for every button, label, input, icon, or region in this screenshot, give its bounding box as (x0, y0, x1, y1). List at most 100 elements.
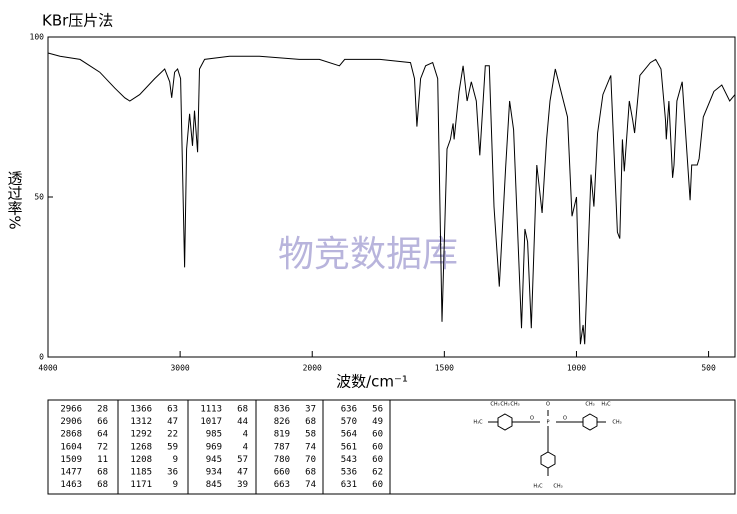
peak-transmittance: 59 (167, 442, 178, 452)
x-tick-label: 2000 (303, 364, 322, 373)
spectrum-line (47, 52, 736, 345)
structure-label: CH₃ (490, 402, 499, 408)
peak-wavenumber: 663 (274, 480, 290, 490)
structure-label: O (530, 416, 534, 422)
peak-table-frame (47, 399, 736, 495)
peak-transmittance: 68 (305, 468, 316, 478)
peak-wavenumber: 934 (206, 468, 222, 478)
peak-transmittance: 70 (305, 455, 316, 465)
structure-label: O (546, 402, 550, 408)
peak-wavenumber: 787 (274, 442, 290, 452)
peak-wavenumber: 1366 (130, 405, 152, 415)
peak-transmittance: 64 (97, 430, 108, 440)
peak-transmittance: 58 (305, 430, 316, 440)
peak-transmittance: 68 (97, 468, 108, 478)
x-tick-label: 1500 (435, 364, 454, 373)
peak-transmittance: 28 (97, 405, 108, 415)
x-tick-label: 500 (701, 364, 716, 373)
peak-transmittance: 60 (372, 430, 383, 440)
peak-wavenumber: 1208 (130, 455, 152, 465)
peak-wavenumber: 543 (341, 455, 357, 465)
peak-transmittance: 9 (173, 455, 178, 465)
peak-transmittance: 44 (237, 417, 248, 427)
peak-wavenumber: 561 (341, 442, 357, 452)
peak-wavenumber: 536 (341, 468, 357, 478)
peak-transmittance: 74 (305, 480, 316, 490)
peak-wavenumber: 2868 (60, 430, 82, 440)
peak-wavenumber: 1171 (130, 480, 152, 490)
peak-transmittance: 60 (372, 442, 383, 452)
peak-wavenumber: 1463 (60, 480, 82, 490)
peak-wavenumber: 836 (274, 405, 290, 415)
peak-transmittance: 39 (237, 480, 248, 490)
peak-transmittance: 49 (372, 417, 383, 427)
structure-label: P (546, 420, 549, 426)
y-tick-label: 0 (39, 353, 44, 362)
structure-label: CH₃ (510, 402, 519, 408)
peak-transmittance: 47 (237, 468, 248, 478)
structure-label: O (563, 416, 567, 422)
peak-wavenumber: 1185 (130, 468, 152, 478)
peak-transmittance: 36 (167, 468, 178, 478)
peak-transmittance: 4 (243, 430, 248, 440)
peak-wavenumber: 2966 (60, 405, 82, 415)
peak-transmittance: 62 (372, 468, 383, 478)
watermark: 物竞数据库 (278, 234, 458, 275)
peak-wavenumber: 969 (206, 442, 222, 452)
peak-transmittance: 37 (305, 405, 316, 415)
structure-label: CH₃ (612, 420, 621, 426)
peak-wavenumber: 2906 (60, 417, 82, 427)
peak-transmittance: 47 (167, 417, 178, 427)
peak-wavenumber: 985 (206, 430, 222, 440)
peak-wavenumber: 945 (206, 455, 222, 465)
peak-wavenumber: 845 (206, 480, 222, 490)
x-tick-label: 4000 (38, 364, 57, 373)
structure-label: H₃C (473, 420, 483, 426)
y-tick-label: 100 (30, 33, 45, 42)
structure-label: CH₃ (585, 402, 594, 408)
structure-label: CH₃ (553, 484, 562, 490)
peak-transmittance: 60 (372, 480, 383, 490)
peak-transmittance: 63 (167, 405, 178, 415)
y-axis-label: 透过率% (6, 170, 24, 229)
y-tick-label: 50 (34, 193, 44, 202)
structure-label: CH₃ (500, 402, 509, 408)
peak-wavenumber: 1312 (130, 417, 152, 427)
plot-frame (47, 36, 736, 358)
peak-wavenumber: 819 (274, 430, 290, 440)
peak-wavenumber: 1268 (130, 442, 152, 452)
peak-wavenumber: 826 (274, 417, 290, 427)
peak-transmittance: 22 (167, 430, 178, 440)
peak-wavenumber: 1509 (60, 455, 82, 465)
peak-transmittance: 66 (97, 417, 108, 427)
peak-transmittance: 60 (372, 455, 383, 465)
x-tick-label: 1000 (567, 364, 586, 373)
peak-wavenumber: 564 (341, 430, 357, 440)
peak-transmittance: 68 (305, 417, 316, 427)
peak-transmittance: 11 (97, 455, 108, 465)
structure (488, 410, 606, 476)
peak-transmittance: 9 (173, 480, 178, 490)
peak-wavenumber: 631 (341, 480, 357, 490)
peak-wavenumber: 1477 (60, 468, 82, 478)
peak-wavenumber: 1017 (200, 417, 222, 427)
x-axis-label: 波数/cm⁻¹ (336, 373, 408, 391)
peak-wavenumber: 780 (274, 455, 290, 465)
structure-label: H₃C (601, 402, 611, 408)
structure-label: H₃C (533, 484, 543, 490)
peak-transmittance: 74 (305, 442, 316, 452)
peak-transmittance: 68 (237, 405, 248, 415)
peak-transmittance: 68 (97, 480, 108, 490)
peak-wavenumber: 1292 (130, 430, 152, 440)
peak-transmittance: 57 (237, 455, 248, 465)
peak-transmittance: 72 (97, 442, 108, 452)
peak-wavenumber: 660 (274, 468, 290, 478)
x-tick-label: 3000 (170, 364, 189, 373)
peak-wavenumber: 570 (341, 417, 357, 427)
chart-title: KBr压片法 (42, 12, 113, 30)
peak-wavenumber: 1604 (60, 442, 82, 452)
peak-wavenumber: 636 (341, 405, 357, 415)
peak-transmittance: 56 (372, 405, 383, 415)
peak-transmittance: 4 (243, 442, 248, 452)
